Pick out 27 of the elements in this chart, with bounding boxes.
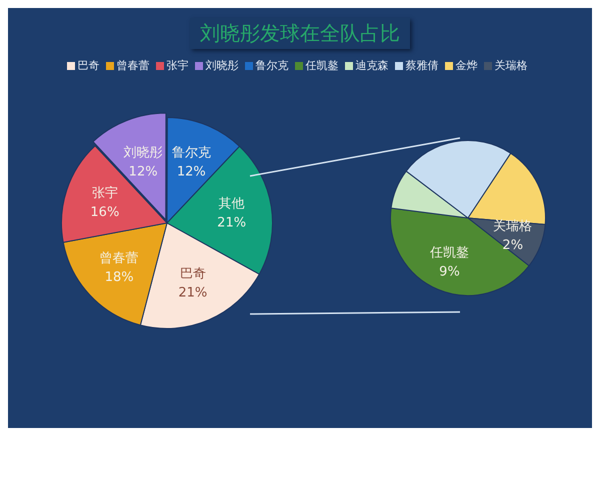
slice-label: 张宇 xyxy=(92,184,118,201)
legend-label: 张宇 xyxy=(166,58,188,73)
legend-label: 金烨 xyxy=(454,58,478,73)
legend-label: 迪克森 xyxy=(354,58,388,73)
slice-label: 刘晓彤 xyxy=(124,145,163,160)
legend-label: 关瑞格 xyxy=(494,58,528,73)
data-label: 18% xyxy=(104,270,134,285)
data-label: 12% xyxy=(176,164,206,180)
legend-label: 任凯鏊 xyxy=(304,58,338,73)
slice-label: 任凯鏊 xyxy=(428,246,469,261)
legend-label: 巴奇 xyxy=(76,58,100,73)
legend-label: 蔡雅倩 xyxy=(404,58,438,73)
slice-label: 关瑞格 xyxy=(493,218,532,234)
data-label: 2% xyxy=(502,238,524,253)
data-label: 21% xyxy=(217,215,246,230)
slice-label: 其他 xyxy=(218,196,245,212)
legend-label: 鲁尔克 xyxy=(254,58,288,73)
data-label: 9% xyxy=(439,264,460,280)
chart-title: 刘晓彤发球在全队占比 xyxy=(190,18,410,49)
slice-label: 鲁尔克 xyxy=(172,146,211,161)
legend-label: 刘晓彤 xyxy=(204,58,238,73)
data-label: 12% xyxy=(128,164,158,180)
legend-label: 曾春蕾 xyxy=(116,58,150,73)
data-label: 16% xyxy=(90,204,120,220)
slice-label: 曾春蕾 xyxy=(100,250,139,266)
slice-label: 巴奇 xyxy=(180,266,206,282)
data-label: 21% xyxy=(178,285,208,300)
